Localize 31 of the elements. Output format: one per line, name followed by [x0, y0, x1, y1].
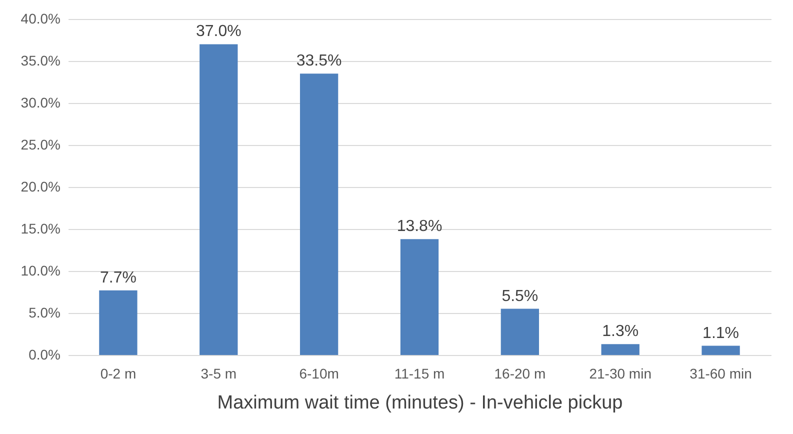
- data-label: 5.5%: [502, 288, 538, 305]
- x-tick-label: 3-5 m: [200, 366, 237, 382]
- y-tick-label: 10.0%: [20, 262, 60, 278]
- x-tick-label: 21-30 min: [589, 366, 652, 382]
- y-tick-label: 5.0%: [28, 304, 60, 320]
- data-label: 13.8%: [396, 218, 442, 236]
- data-label: 1.1%: [702, 324, 740, 342]
- y-tick-label: 25.0%: [20, 136, 60, 152]
- x-tick-label: 6-10m: [299, 366, 339, 382]
- x-tick-label: 11-15 m: [394, 366, 445, 382]
- y-tick-label: 40.0%: [20, 10, 60, 26]
- data-label: 37.0%: [196, 23, 242, 40]
- bar: [601, 344, 640, 355]
- y-tick-label: 30.0%: [20, 94, 60, 110]
- bar: [200, 44, 238, 355]
- bar: [300, 74, 338, 355]
- data-label: 1.3%: [602, 323, 639, 340]
- data-label: 33.5%: [296, 52, 342, 70]
- y-tick-label: 15.0%: [20, 220, 60, 236]
- x-tick-label: 0-2 m: [100, 366, 136, 382]
- x-tick-label: 16-20 m: [494, 366, 546, 382]
- x-axis-title: Maximum wait time (minutes) - In-vehicle pickup: [217, 392, 623, 414]
- bar: [99, 290, 138, 355]
- y-tick-label: 35.0%: [20, 52, 60, 68]
- bar: [702, 346, 740, 355]
- y-tick-label: 0.0%: [28, 346, 60, 362]
- y-tick-label: 20.0%: [20, 178, 60, 194]
- bar: [500, 308, 540, 355]
- data-label: 7.7%: [100, 269, 136, 286]
- x-tick-label: 31-60 min: [690, 366, 752, 382]
- bar: [400, 239, 439, 355]
